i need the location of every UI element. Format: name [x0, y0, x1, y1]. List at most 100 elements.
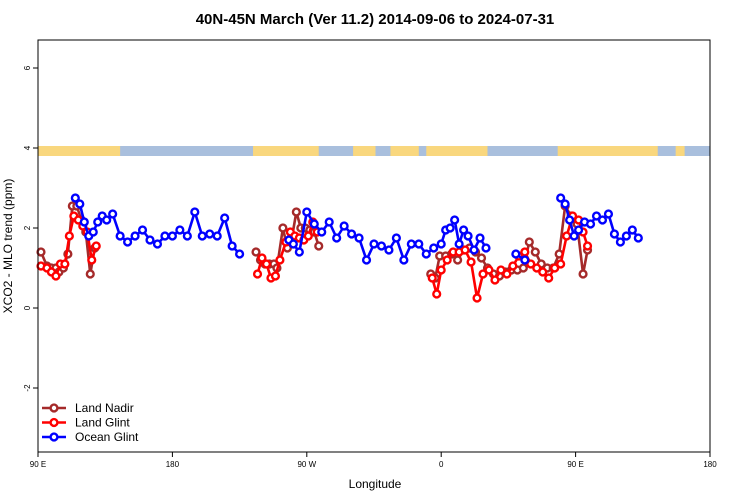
data-point [597, 215, 608, 225]
data-point [490, 275, 500, 285]
data-point [64, 231, 74, 241]
data-point [130, 231, 140, 241]
data-point [302, 207, 312, 217]
data-point [621, 231, 631, 241]
data-point [270, 271, 281, 281]
data-point [137, 225, 148, 235]
data-point [339, 221, 349, 231]
data-point [478, 269, 488, 279]
legend-label: Land Nadir [75, 401, 134, 415]
legend-item: Ocean Glint [42, 430, 139, 444]
data-point [175, 225, 185, 235]
legend-item: Land Nadir [42, 401, 134, 415]
data-point [459, 225, 469, 235]
series-layer [36, 193, 643, 303]
data-point [317, 227, 327, 237]
data-point [190, 207, 200, 217]
data-point [93, 217, 103, 227]
data-point [51, 271, 61, 281]
x-tick-label: 90 E [567, 460, 583, 469]
data-point [79, 217, 89, 227]
data-point [556, 259, 566, 269]
x-tick-label: 90 W [297, 460, 316, 469]
data-point [615, 237, 626, 247]
legend-swatch-marker [49, 432, 59, 442]
data-point [182, 231, 192, 241]
data-point [578, 269, 588, 279]
y-tick-label: 2 [23, 225, 32, 230]
data-point [60, 259, 70, 269]
data-point [235, 249, 245, 259]
data-point [508, 261, 518, 271]
data-point [122, 237, 133, 247]
data-point [560, 199, 570, 209]
x-axis-label: Longitude [349, 477, 402, 491]
data-point [376, 241, 387, 251]
legend-swatch-marker [49, 403, 59, 413]
data-point [102, 215, 112, 225]
data-point [361, 255, 372, 265]
data-point [484, 265, 494, 275]
data-point [252, 269, 263, 279]
data-point [475, 233, 485, 243]
x-tick-label: 180 [166, 460, 180, 469]
data-point [87, 255, 97, 265]
data-point [314, 241, 324, 251]
chart-title: 40N-45N March (Ver 11.2) 2014-09-06 to 2… [196, 11, 555, 28]
data-point [460, 245, 470, 255]
data-point [609, 229, 620, 239]
data-point [369, 239, 379, 249]
land-band-segment [557, 146, 658, 156]
land-band-segment [38, 146, 121, 156]
data-point [466, 257, 476, 267]
data-point [603, 209, 614, 219]
data-point [532, 263, 542, 273]
data-point [436, 265, 446, 275]
data-point [591, 211, 602, 221]
data-point [324, 217, 334, 227]
data-point [463, 231, 473, 241]
x-tick-label: 180 [703, 460, 717, 469]
land-ocean-band [38, 146, 710, 156]
x-tick-label: 0 [439, 460, 444, 469]
data-point [384, 245, 394, 255]
data-point [347, 229, 357, 239]
data-point [399, 255, 409, 265]
land-band-segment [675, 146, 685, 156]
data-point [511, 249, 521, 259]
data-point [227, 241, 237, 251]
legend-swatch-marker [49, 417, 59, 428]
data-point [251, 247, 261, 257]
data-point [556, 193, 566, 203]
data-point [502, 269, 512, 279]
data-point [145, 235, 155, 245]
data-point [115, 231, 125, 241]
data-point [291, 207, 301, 217]
data-point [526, 259, 536, 269]
x-tick-label: 90 E [30, 460, 46, 469]
land-band-segment [253, 146, 319, 156]
data-point [520, 247, 530, 257]
data-point [450, 215, 460, 225]
data-point [261, 259, 272, 269]
y-tick-label: 4 [23, 145, 32, 150]
series-land-glint [36, 211, 593, 303]
plot-frame [37, 39, 711, 453]
data-point [354, 233, 364, 243]
data-point [481, 243, 491, 253]
data-point [406, 239, 416, 249]
data-point [421, 249, 431, 259]
data-point [627, 225, 637, 235]
data-point [469, 245, 479, 255]
data-point [573, 225, 584, 235]
data-point [197, 231, 207, 241]
legend-item: Land Glint [42, 416, 130, 430]
data-point [288, 239, 298, 249]
data-point [472, 293, 482, 303]
data-point [585, 219, 596, 229]
y-tick-label: 0 [23, 305, 32, 310]
land-band-segment [390, 146, 419, 156]
data-point [562, 231, 572, 241]
